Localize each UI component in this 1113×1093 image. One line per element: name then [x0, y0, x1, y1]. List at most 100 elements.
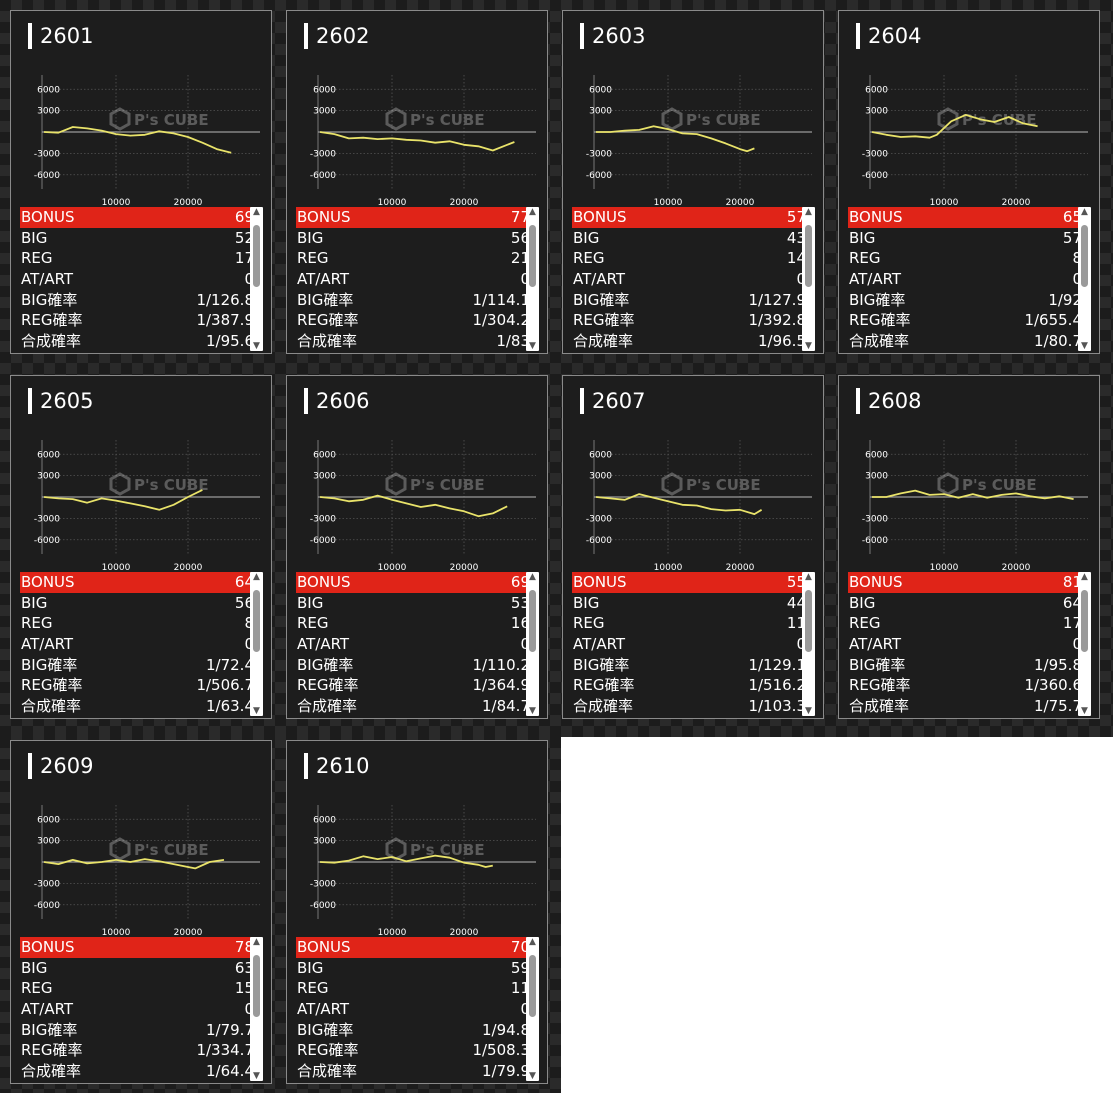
stat-row-bonus: BONUS 70 — [296, 937, 538, 958]
stat-row-atart: AT/ART 0 — [296, 999, 538, 1020]
triangle-up-icon[interactable]: ▲ — [1081, 572, 1088, 582]
stat-row-big_rate: BIG確率 1/79.7 — [20, 1020, 262, 1041]
triangle-up-icon[interactable]: ▲ — [529, 207, 536, 217]
stat-label: 合成確率 — [573, 697, 634, 716]
scrollbar-thumb[interactable] — [805, 590, 812, 652]
machine-number: 2602 — [304, 23, 369, 49]
series-line — [596, 125, 755, 153]
y-tick-label: 6000 — [37, 815, 60, 825]
stat-value: 0 — [244, 634, 254, 655]
stats-list: BONUS69BIG53REG16AT/ART0BIG確率1/110.2REG確… — [296, 572, 538, 717]
triangle-down-icon[interactable]: ▼ — [1081, 706, 1088, 716]
triangle-down-icon[interactable]: ▼ — [1081, 341, 1088, 351]
machine-card-2604[interactable]: 2604 10000 20000 6000 3000 -3000 -6000 P's CUBE… — [838, 10, 1100, 354]
stat-row-big: BIG 52 — [20, 228, 262, 249]
scrollbar-thumb[interactable] — [253, 590, 260, 652]
triangle-up-icon[interactable]: ▲ — [805, 572, 812, 582]
scrollbar-thumb[interactable] — [1081, 590, 1088, 652]
machine-card-2606[interactable]: 2606 10000 20000 6000 3000 -3000 -6000 P's CUBE… — [286, 375, 548, 719]
machine-card-2601[interactable]: 2601 10000 20000 6000 3000 -3000 -6000 P's CUBE… — [10, 10, 272, 354]
y-tick-label: 6000 — [313, 85, 336, 95]
stats-scrollbar[interactable]: ▲ ▼ — [1078, 572, 1091, 716]
stats-scrollbar[interactable]: ▲ ▼ — [526, 572, 539, 716]
y-tick-label: 3000 — [37, 107, 60, 117]
stat-value: 1/360.6 — [1024, 676, 1082, 695]
triangle-down-icon[interactable]: ▼ — [805, 706, 812, 716]
triangle-up-icon[interactable]: ▲ — [529, 937, 536, 947]
stats-scrollbar[interactable]: ▲ ▼ — [802, 572, 815, 716]
triangle-up-icon[interactable]: ▲ — [805, 207, 812, 217]
series-line — [43, 858, 225, 870]
scrollbar-thumb[interactable] — [529, 225, 536, 287]
stat-row-reg_rate: REG確率 1/506.7 — [20, 675, 262, 696]
scrollbar-thumb[interactable] — [529, 590, 536, 652]
machine-card-2610[interactable]: 2610 10000 20000 6000 3000 -3000 -6000 P's CUBE… — [286, 740, 548, 1084]
machine-card-2607[interactable]: 2607 10000 20000 6000 3000 -3000 -6000 P's CUBE… — [562, 375, 824, 719]
stats-scrollbar[interactable]: ▲ ▼ — [250, 207, 263, 351]
slump-chart: 10000 20000 6000 3000 -3000 -6000 P's CUBE — [586, 75, 812, 207]
stats-scrollbar[interactable]: ▲ ▼ — [526, 207, 539, 351]
stat-row-reg_rate: REG確率 1/655.4 — [848, 310, 1090, 331]
y-tick-label: -3000 — [310, 879, 336, 889]
stat-label: 合成確率 — [297, 332, 358, 351]
stat-label: BIG確率 — [573, 290, 630, 309]
stat-label: AT/ART — [297, 635, 350, 654]
y-tick-label: -6000 — [862, 536, 888, 546]
stat-row-bonus: BONUS 55 — [572, 572, 814, 593]
stat-label: BIG — [573, 228, 600, 247]
stat-label: REG確率 — [297, 676, 359, 695]
stat-row-bonus: BONUS 64 — [20, 572, 262, 593]
stat-label: BIG確率 — [573, 655, 630, 674]
stat-label: REG — [21, 614, 53, 633]
stat-row-total_rate: 合成確率 1/83 — [296, 331, 538, 352]
scrollbar-thumb[interactable] — [529, 955, 536, 1017]
triangle-up-icon[interactable]: ▲ — [1081, 207, 1088, 217]
slump-chart: 10000 20000 6000 3000 -3000 -6000 P's CUBE — [586, 440, 812, 572]
machine-card-2605[interactable]: 2605 10000 20000 6000 3000 -3000 -6000 P's CUBE… — [10, 375, 272, 719]
stat-row-big: BIG 57 — [848, 228, 1090, 249]
stats-scrollbar[interactable]: ▲ ▼ — [526, 937, 539, 1081]
stat-value: 56 — [510, 228, 530, 247]
stats-scrollbar[interactable]: ▲ ▼ — [1078, 207, 1091, 351]
stat-label: BIG — [297, 593, 324, 612]
triangle-down-icon[interactable]: ▼ — [253, 341, 260, 351]
triangle-down-icon[interactable]: ▼ — [529, 1071, 536, 1081]
triangle-up-icon[interactable]: ▲ — [529, 572, 536, 582]
stats-scrollbar[interactable]: ▲ ▼ — [802, 207, 815, 351]
watermark-logo: P's CUBE — [109, 837, 209, 861]
stat-row-big: BIG 44 — [572, 593, 814, 614]
machine-card-2609[interactable]: 2609 10000 20000 6000 3000 -3000 -6000 P's CUBE… — [10, 740, 272, 1084]
triangle-down-icon[interactable]: ▼ — [253, 706, 260, 716]
stat-value: 0 — [244, 999, 254, 1020]
stat-label: REG確率 — [297, 311, 359, 330]
triangle-down-icon[interactable]: ▼ — [253, 1071, 260, 1081]
stats-scrollbar[interactable]: ▲ ▼ — [250, 937, 263, 1081]
triangle-down-icon[interactable]: ▼ — [805, 341, 812, 351]
scrollbar-thumb[interactable] — [253, 955, 260, 1017]
machine-card-2608[interactable]: 2608 10000 20000 6000 3000 -3000 -6000 P's CUBE… — [838, 375, 1100, 719]
scrollbar-thumb[interactable] — [805, 225, 812, 287]
triangle-down-icon[interactable]: ▼ — [529, 341, 536, 351]
scrollbar-thumb[interactable] — [1081, 225, 1088, 287]
triangle-up-icon[interactable]: ▲ — [253, 937, 260, 947]
triangle-up-icon[interactable]: ▲ — [253, 207, 260, 217]
stat-row-big_rate: BIG確率 1/126.8 — [20, 290, 262, 311]
stat-row-bonus: BONUS 57 — [572, 207, 814, 228]
y-tick-label: -6000 — [586, 171, 612, 181]
machine-card-2602[interactable]: 2602 10000 20000 6000 3000 -3000 -6000 P's CUBE… — [286, 10, 548, 354]
stat-value: 1/392.8 — [748, 311, 806, 330]
scrollbar-thumb[interactable] — [253, 225, 260, 287]
y-tick-label: -6000 — [862, 171, 888, 181]
stat-row-big: BIG 53 — [296, 593, 538, 614]
y-tick-label: -3000 — [862, 149, 888, 159]
stat-value: 70 — [510, 938, 530, 956]
triangle-up-icon[interactable]: ▲ — [253, 572, 260, 582]
stats-scrollbar[interactable]: ▲ ▼ — [250, 572, 263, 716]
stat-value: 1/83 — [496, 332, 530, 351]
machine-card-2603[interactable]: 2603 10000 20000 6000 3000 -3000 -6000 P's CUBE… — [562, 10, 824, 354]
stat-value: 77 — [510, 208, 530, 226]
stat-label: AT/ART — [297, 1000, 350, 1019]
x-tick-label: 20000 — [726, 563, 755, 572]
triangle-down-icon[interactable]: ▼ — [529, 706, 536, 716]
stat-value: 1/64.4 — [206, 1062, 254, 1081]
